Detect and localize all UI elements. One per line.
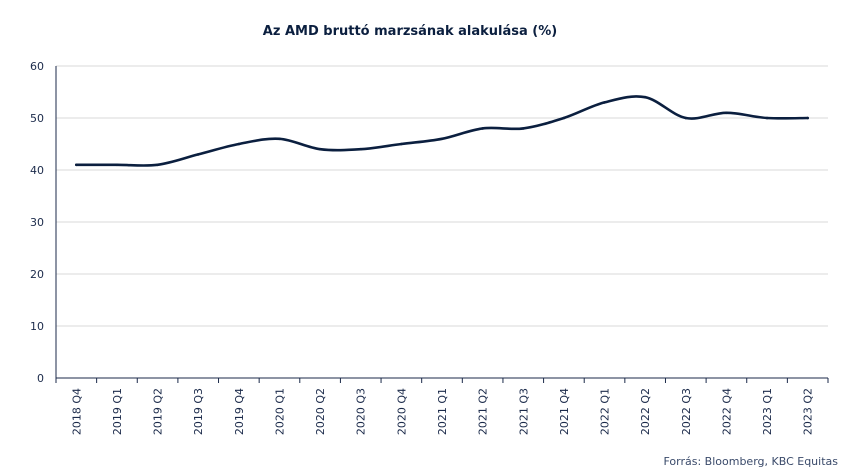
- x-tick-label: 2022 Q4: [720, 388, 733, 435]
- x-tick-label: 2022 Q3: [680, 388, 693, 435]
- data-point: [318, 147, 322, 151]
- data-point: [643, 95, 647, 99]
- data-point: [603, 101, 606, 104]
- x-tick-label: 2021 Q4: [558, 388, 571, 435]
- x-tick-label: 2021 Q1: [436, 388, 449, 435]
- data-point: [75, 163, 78, 167]
- x-tick-label: 2022 Q2: [639, 388, 652, 435]
- x-tick-label: 2019 Q4: [233, 388, 246, 435]
- data-point: [237, 142, 241, 146]
- y-tick-label: 10: [30, 320, 44, 333]
- x-tick-label: 2021 Q2: [477, 388, 490, 435]
- y-tick-label: 0: [37, 372, 44, 385]
- y-tick-label: 30: [30, 216, 44, 229]
- source-note: Forrás: Bloomberg, KBC Equitas: [663, 455, 838, 468]
- x-tick-label: 2020 Q4: [395, 388, 408, 435]
- data-point: [278, 137, 281, 141]
- y-tick-label: 40: [30, 164, 44, 177]
- x-tick-label: 2019 Q1: [111, 388, 124, 435]
- x-tick-labels: 2018 Q4 2019 Q1 2019 Q2 2019 Q3 2019 Q4 2020 …: [70, 388, 814, 435]
- y-tick-label: 50: [30, 112, 44, 125]
- data-point: [115, 163, 119, 167]
- data-point: [400, 142, 403, 146]
- x-tick-label: 2022 Q1: [599, 388, 612, 435]
- data-point: [440, 137, 444, 141]
- series-line: [75, 95, 809, 167]
- data-point: [765, 116, 769, 120]
- axes: [55, 66, 829, 383]
- x-tick-label: 2019 Q2: [152, 388, 165, 435]
- x-tick-label: 2020 Q1: [273, 388, 286, 435]
- y-tick-label: 60: [30, 60, 44, 73]
- data-point: [156, 163, 159, 167]
- data-point: [806, 116, 809, 120]
- data-point: [196, 153, 200, 156]
- data-point: [562, 116, 566, 120]
- x-tick-label: 2018 Q4: [70, 388, 83, 435]
- y-tick-labels: 0 10 20 30 40 50 60: [30, 60, 44, 385]
- x-tick-label: 2020 Q2: [314, 388, 327, 435]
- x-tick-label: 2023 Q1: [761, 388, 774, 435]
- chart-title: Az AMD bruttó marzsának alakulása (%): [262, 24, 558, 39]
- gridlines: [56, 65, 828, 327]
- x-tick-label: 2020 Q3: [355, 388, 368, 435]
- x-tick-label: 2019 Q3: [192, 388, 205, 435]
- series-layer: [75, 95, 809, 167]
- x-tick-label: 2023 Q2: [802, 388, 815, 435]
- x-tick-label: 2021 Q3: [517, 388, 530, 435]
- data-point: [684, 116, 688, 120]
- data-point: [481, 127, 484, 130]
- data-point: [359, 147, 363, 151]
- data-point: [521, 127, 525, 130]
- y-tick-label: 20: [30, 268, 44, 281]
- data-point: [725, 111, 728, 115]
